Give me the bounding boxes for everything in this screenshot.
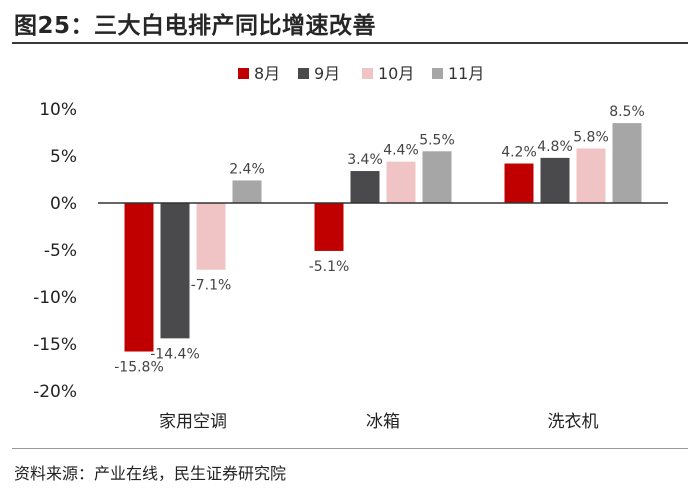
x-category-label: 洗衣机 <box>548 412 599 432</box>
data-label: 2.4% <box>229 161 265 177</box>
chart-title: 图25：三大白电排产同比增速改善 <box>14 13 377 39</box>
y-tick-label: 5% <box>50 147 77 167</box>
x-category-label: 家用空调 <box>159 412 227 432</box>
bar-2-1 <box>160 203 190 339</box>
data-label: 5.8% <box>573 129 609 145</box>
legend: 8月 9月 10月 11月 <box>238 64 484 83</box>
legend-label-2: 9月 <box>314 64 340 83</box>
bar-4-3 <box>612 123 642 203</box>
data-label: 8.5% <box>609 104 645 120</box>
title-divider <box>12 42 688 44</box>
y-tick-label: -5% <box>44 241 77 261</box>
bar-3-1 <box>196 203 226 270</box>
bar-1-3 <box>504 163 534 203</box>
data-label: -14.4% <box>150 346 200 362</box>
x-category-label: 冰箱 <box>366 412 400 432</box>
data-label: 3.4% <box>347 152 383 168</box>
legend-label-4: 11月 <box>448 64 484 83</box>
y-tick-label: 10% <box>39 100 77 120</box>
data-label: -5.1% <box>309 259 350 275</box>
legend-swatch-3 <box>362 68 373 79</box>
bar-2-2 <box>350 171 380 203</box>
legend-swatch-1 <box>238 68 249 79</box>
bar-2-3 <box>540 157 570 203</box>
source-divider <box>12 448 688 449</box>
y-tick-label: -15% <box>33 335 77 355</box>
bar-3-3 <box>576 148 606 203</box>
y-tick-label: -20% <box>33 382 77 402</box>
data-label: -15.8% <box>114 360 164 376</box>
y-axis: 10% 5% 0% -5% -10% -15% -20% <box>33 100 77 402</box>
bar-chart: 8月 9月 10月 11月 10% 5% 0% -5% -10% -15% -20% -15.8%… <box>33 64 668 432</box>
y-tick-label: 0% <box>50 194 77 214</box>
legend-swatch-2 <box>298 68 309 79</box>
y-tick-label: -10% <box>33 288 77 308</box>
bar-1-1 <box>124 203 154 352</box>
data-label: 5.5% <box>419 132 455 148</box>
bar-3-2 <box>386 161 416 203</box>
legend-label-1: 8月 <box>254 64 280 83</box>
source-note: 资料来源：产业在线，民生证券研究院 <box>14 464 287 483</box>
legend-label-3: 10月 <box>378 64 414 83</box>
data-label: 4.2% <box>501 145 537 161</box>
data-labels: -15.8%-14.4% -7.1% 2.4% -5.1% 3.4%4.4%5.5% 4.… <box>114 104 645 375</box>
legend-swatch-4 <box>432 68 443 79</box>
bar-1-2 <box>314 203 344 251</box>
data-label: 4.8% <box>537 139 573 155</box>
x-axis: 家用空调 冰箱 洗衣机 <box>159 412 599 432</box>
bars <box>124 123 642 352</box>
bar-4-2 <box>422 151 452 203</box>
bar-4-1 <box>232 180 262 203</box>
data-label: -7.1% <box>191 278 232 294</box>
data-label: 4.4% <box>383 143 419 159</box>
